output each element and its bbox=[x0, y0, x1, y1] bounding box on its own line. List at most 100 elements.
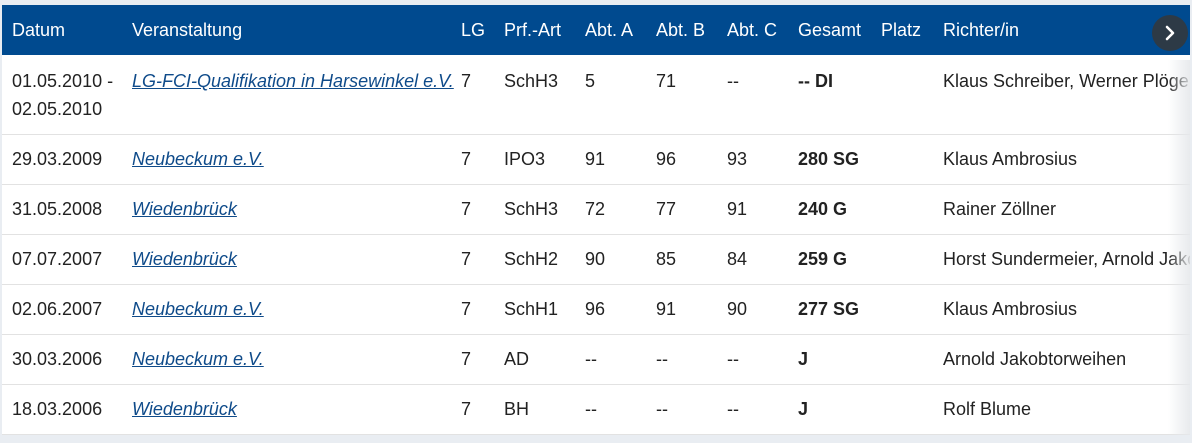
event-link[interactable]: Neubeckum e.V. bbox=[132, 299, 264, 319]
lg-cell: 7 bbox=[451, 55, 494, 135]
column-header-gesamt[interactable]: Gesamt bbox=[788, 5, 871, 55]
score-c-cell: -- bbox=[717, 334, 788, 385]
judge-cell: Klaus Ambrosius bbox=[933, 134, 1190, 185]
total-cell: J bbox=[788, 384, 871, 435]
judge-cell: Arnold Jakobtorweihen bbox=[933, 334, 1190, 385]
total-cell: 240 G bbox=[788, 184, 871, 235]
column-header-platz[interactable]: Platz bbox=[871, 5, 933, 55]
total-cell: 280 SG bbox=[788, 134, 871, 185]
event-cell: LG-FCI-Qualifikation in Harsewinkel e.V. bbox=[122, 55, 454, 135]
table-row: 01.05.2010 - 02.05.2010 LG-FCI-Qualifika… bbox=[2, 55, 1190, 135]
judge-cell: Rolf Blume bbox=[933, 384, 1190, 435]
place-cell bbox=[871, 284, 933, 335]
results-table-container: Datum Veranstaltung LG Prf.-Art Abt. A A… bbox=[2, 5, 1190, 435]
score-a-cell: 5 bbox=[575, 55, 646, 135]
score-a-cell: 91 bbox=[575, 134, 646, 185]
event-link[interactable]: Wiedenbrück bbox=[132, 249, 237, 269]
event-cell: Neubeckum e.V. bbox=[122, 284, 451, 335]
place-cell bbox=[871, 134, 933, 185]
column-header-abt-c[interactable]: Abt. C bbox=[717, 5, 788, 55]
judge-cell: Klaus Schreiber, Werner Plöger, bbox=[933, 55, 1190, 135]
scroll-fade-overlay bbox=[1168, 60, 1190, 435]
table-row: 31.05.2008 Wiedenbrück 7 SchH3 72 77 91 … bbox=[2, 184, 1190, 235]
score-b-cell: 96 bbox=[646, 134, 717, 185]
score-b-cell: -- bbox=[646, 334, 717, 385]
judge-cell: Klaus Ambrosius bbox=[933, 284, 1190, 335]
date-cell: 18.03.2006 bbox=[2, 384, 122, 435]
place-cell bbox=[871, 55, 933, 135]
judge-cell: Rainer Zöllner bbox=[933, 184, 1190, 235]
exam-type-cell: IPO3 bbox=[494, 134, 575, 185]
date-cell: 29.03.2009 bbox=[2, 134, 122, 185]
exam-type-cell: AD bbox=[494, 334, 575, 385]
column-header-abt-a[interactable]: Abt. A bbox=[575, 5, 646, 55]
exam-type-cell: SchH2 bbox=[494, 234, 575, 285]
date-cell: 07.07.2007 bbox=[2, 234, 122, 285]
score-c-cell: 91 bbox=[717, 184, 788, 235]
event-cell: Neubeckum e.V. bbox=[122, 334, 451, 385]
event-link[interactable]: Neubeckum e.V. bbox=[132, 349, 264, 369]
event-link[interactable]: Wiedenbrück bbox=[132, 399, 237, 419]
exam-type-cell: SchH3 bbox=[494, 184, 575, 235]
lg-cell: 7 bbox=[451, 334, 494, 385]
column-header-datum[interactable]: Datum bbox=[2, 5, 122, 55]
column-header-richter[interactable]: Richter/in bbox=[933, 5, 1190, 55]
total-cell: -- DI bbox=[788, 55, 871, 135]
event-cell: Wiedenbrück bbox=[122, 234, 451, 285]
score-c-cell: 84 bbox=[717, 234, 788, 285]
score-a-cell: 90 bbox=[575, 234, 646, 285]
table-header-row: Datum Veranstaltung LG Prf.-Art Abt. A A… bbox=[2, 5, 1190, 55]
date-cell: 30.03.2006 bbox=[2, 334, 122, 385]
date-cell: 02.06.2007 bbox=[2, 284, 122, 335]
score-b-cell: 71 bbox=[646, 55, 717, 135]
total-cell: 259 G bbox=[788, 234, 871, 285]
score-b-cell: 85 bbox=[646, 234, 717, 285]
event-link[interactable]: Wiedenbrück bbox=[132, 199, 237, 219]
event-cell: Neubeckum e.V. bbox=[122, 134, 451, 185]
date-cell: 31.05.2008 bbox=[2, 184, 122, 235]
table-row: 18.03.2006 Wiedenbrück 7 BH -- -- -- J R… bbox=[2, 384, 1190, 435]
exam-type-cell: BH bbox=[494, 384, 575, 435]
scroll-right-button[interactable] bbox=[1152, 15, 1188, 51]
place-cell bbox=[871, 384, 933, 435]
judge-cell: Horst Sundermeier, Arnold Jako bbox=[933, 234, 1190, 285]
score-c-cell: -- bbox=[717, 55, 788, 135]
chevron-right-icon bbox=[1165, 25, 1175, 41]
lg-cell: 7 bbox=[451, 284, 494, 335]
score-a-cell: 72 bbox=[575, 184, 646, 235]
column-header-abt-b[interactable]: Abt. B bbox=[646, 5, 717, 55]
table-row: 29.03.2009 Neubeckum e.V. 7 IPO3 91 96 9… bbox=[2, 134, 1190, 185]
score-b-cell: 77 bbox=[646, 184, 717, 235]
score-b-cell: -- bbox=[646, 384, 717, 435]
score-b-cell: 91 bbox=[646, 284, 717, 335]
score-c-cell: 90 bbox=[717, 284, 788, 335]
lg-cell: 7 bbox=[451, 184, 494, 235]
event-cell: Wiedenbrück bbox=[122, 184, 451, 235]
date-cell: 01.05.2010 - 02.05.2010 bbox=[2, 55, 122, 135]
exam-type-cell: SchH3 bbox=[494, 55, 575, 135]
table-row: 02.06.2007 Neubeckum e.V. 7 SchH1 96 91 … bbox=[2, 284, 1190, 335]
lg-cell: 7 bbox=[451, 384, 494, 435]
score-c-cell: 93 bbox=[717, 134, 788, 185]
event-cell: Wiedenbrück bbox=[122, 384, 451, 435]
total-cell: J bbox=[788, 334, 871, 385]
total-cell: 277 SG bbox=[788, 284, 871, 335]
column-header-lg[interactable]: LG bbox=[451, 5, 494, 55]
score-c-cell: -- bbox=[717, 384, 788, 435]
lg-cell: 7 bbox=[451, 134, 494, 185]
table-row: 07.07.2007 Wiedenbrück 7 SchH2 90 85 84 … bbox=[2, 234, 1190, 285]
event-link[interactable]: Neubeckum e.V. bbox=[132, 149, 264, 169]
results-table: Datum Veranstaltung LG Prf.-Art Abt. A A… bbox=[2, 5, 1190, 435]
place-cell bbox=[871, 184, 933, 235]
score-a-cell: -- bbox=[575, 384, 646, 435]
column-header-prf-art[interactable]: Prf.-Art bbox=[494, 5, 575, 55]
score-a-cell: 96 bbox=[575, 284, 646, 335]
event-link[interactable]: LG-FCI-Qualifikation in Harsewinkel e.V. bbox=[132, 71, 454, 91]
table-row: 30.03.2006 Neubeckum e.V. 7 AD -- -- -- … bbox=[2, 334, 1190, 385]
column-header-veranstaltung[interactable]: Veranstaltung bbox=[122, 5, 451, 55]
score-a-cell: -- bbox=[575, 334, 646, 385]
lg-cell: 7 bbox=[451, 234, 494, 285]
exam-type-cell: SchH1 bbox=[494, 284, 575, 335]
place-cell bbox=[871, 234, 933, 285]
place-cell bbox=[871, 334, 933, 385]
